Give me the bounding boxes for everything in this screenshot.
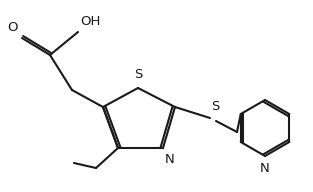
Text: OH: OH bbox=[80, 15, 100, 28]
Text: N: N bbox=[260, 162, 270, 175]
Text: O: O bbox=[8, 21, 18, 34]
Text: S: S bbox=[134, 68, 142, 81]
Text: N: N bbox=[165, 153, 175, 166]
Text: S: S bbox=[211, 100, 219, 113]
